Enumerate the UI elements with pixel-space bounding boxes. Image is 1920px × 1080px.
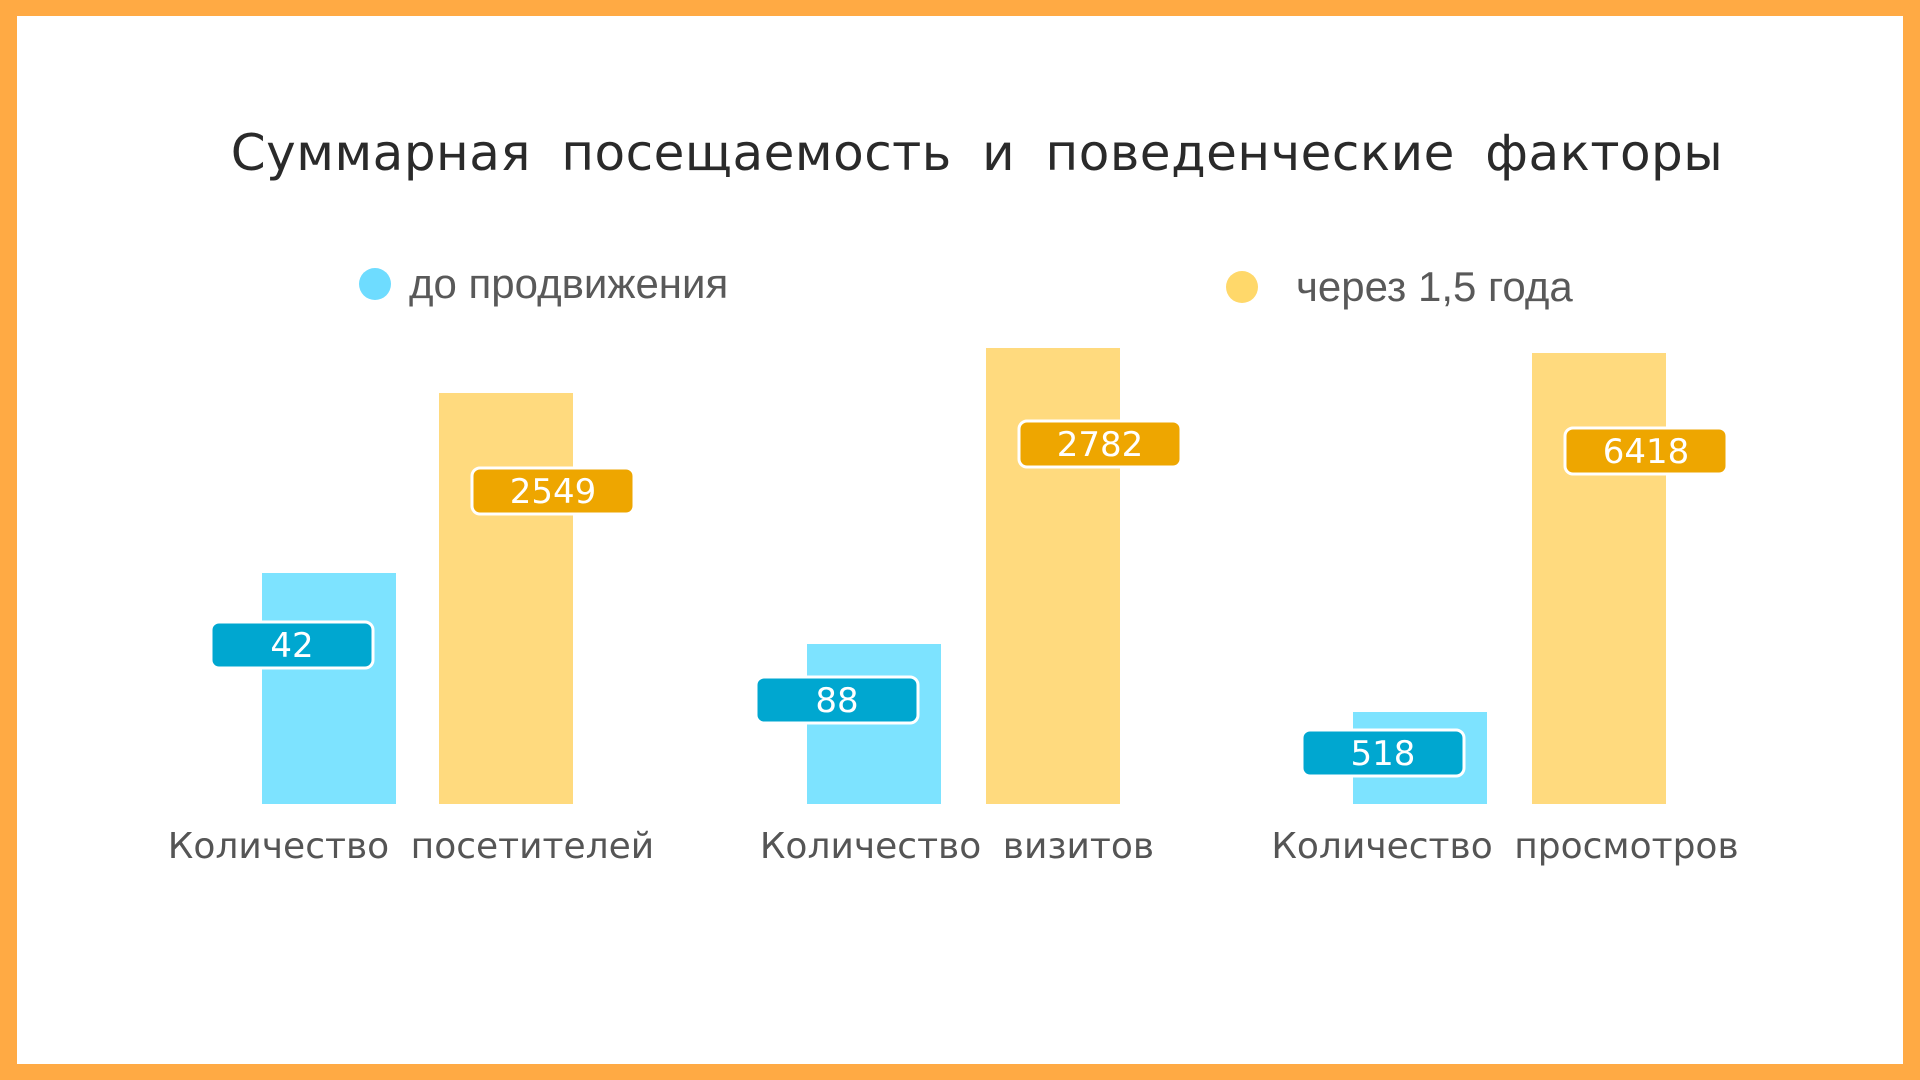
- legend-item-before: до продвижения: [359, 260, 728, 308]
- chart-title: Суммарная посещаемость и поведенческие ф…: [230, 124, 1724, 182]
- bar-before-1: [262, 573, 396, 804]
- data-label-before-3: 518: [1351, 734, 1416, 774]
- bar-after-2: [986, 348, 1120, 804]
- bar-after-1: [439, 393, 573, 804]
- legend-marker-after: [1226, 271, 1258, 303]
- category-label-3: Количество просмотров: [1271, 826, 1738, 867]
- legend-label-before: до продвижения: [409, 260, 729, 307]
- data-label-before-1: 42: [270, 626, 313, 666]
- data-label-after-2: 2782: [1057, 425, 1144, 465]
- value-badge-after-3: [1563, 426, 1729, 476]
- legend-label-after: через 1,5 года: [1296, 263, 1573, 310]
- category-label-1: Количество посетителей: [168, 826, 654, 867]
- value-badge-before-1: [209, 620, 375, 670]
- legend-item-after: через 1,5 года: [1226, 263, 1573, 311]
- data-label-after-1: 2549: [510, 472, 597, 512]
- value-badge-after-1: [470, 466, 636, 516]
- value-badge-before-3: [1300, 728, 1466, 778]
- legend-marker-before: [359, 268, 391, 300]
- category-label-2: Количество визитов: [760, 826, 1154, 867]
- data-label-after-3: 6418: [1603, 432, 1690, 472]
- data-label-before-2: 88: [815, 681, 858, 721]
- value-badge-after-2: [1017, 419, 1183, 469]
- value-badge-before-2: [754, 675, 920, 725]
- bar-after-3: [1532, 353, 1666, 804]
